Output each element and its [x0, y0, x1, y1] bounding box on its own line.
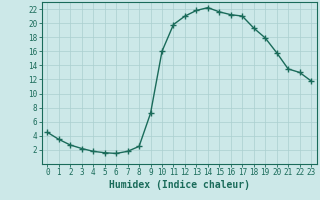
X-axis label: Humidex (Indice chaleur): Humidex (Indice chaleur): [109, 180, 250, 190]
